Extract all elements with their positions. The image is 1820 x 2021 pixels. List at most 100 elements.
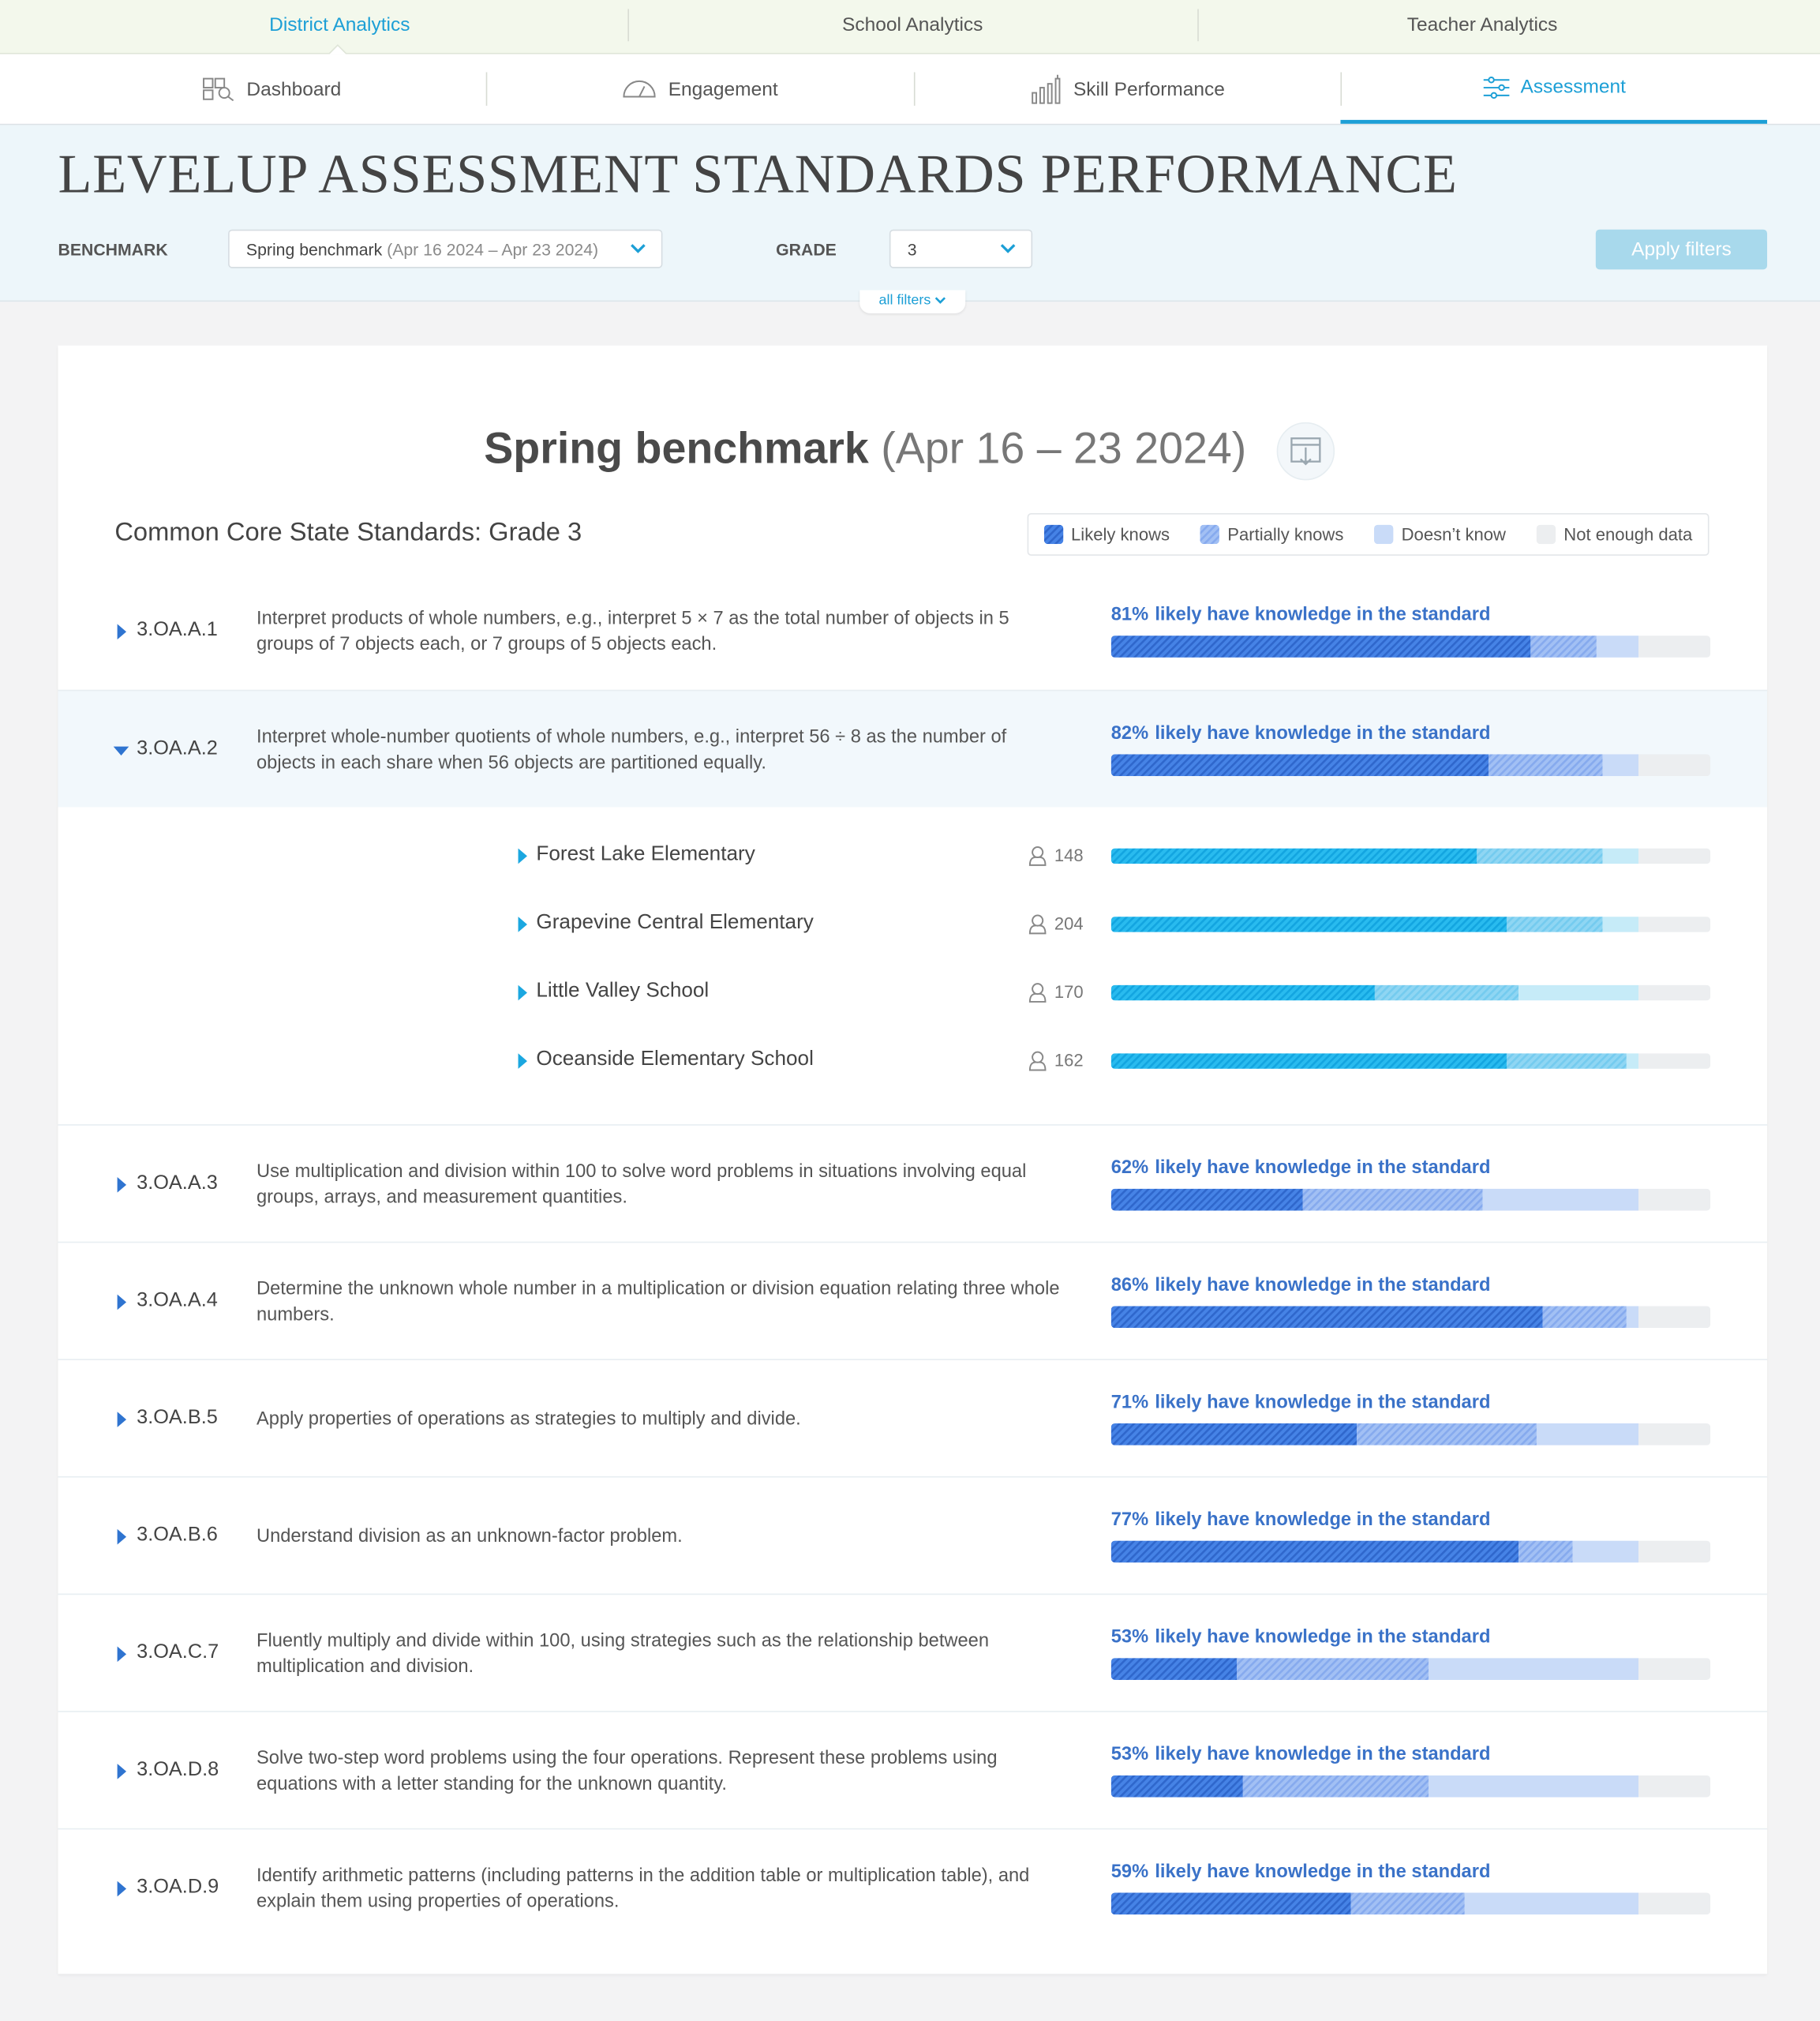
standard-row[interactable]: 3.OA.D.9 Identify arithmetic patterns (in… xyxy=(58,1828,1768,1946)
student-count: 170 xyxy=(1054,982,1084,1002)
nav-tab[interactable]: Dashboard xyxy=(58,54,485,124)
standard-row[interactable]: 3.OA.A.3 Use multiplication and division … xyxy=(58,1124,1768,1242)
expand-arrow[interactable] xyxy=(114,1412,129,1427)
bar-segment xyxy=(1110,1540,1519,1563)
nav-tab[interactable]: Skill Performance xyxy=(914,54,1341,124)
school-name: Little Valley School xyxy=(536,980,710,1002)
all-filters-toggle[interactable]: all filters xyxy=(859,290,966,313)
bar-segment xyxy=(1638,1423,1711,1445)
school-row[interactable]: Forest Lake Elementary 148 xyxy=(58,823,1767,891)
bar-segment xyxy=(1350,1892,1465,1915)
standard-row[interactable]: 3.OA.C.7 Fluently multiply and divide wit… xyxy=(58,1593,1768,1712)
expand-arrow[interactable] xyxy=(114,1764,129,1779)
bar-segment xyxy=(1110,636,1531,658)
nav-tab[interactable]: Teacher Analytics xyxy=(1406,13,1558,36)
legend-item: Partially knows xyxy=(1200,524,1344,545)
icon xyxy=(203,77,234,102)
report-title: Spring benchmark (Apr 16 – 23 2024) xyxy=(0,422,1820,481)
description-text: Apply properties of operations as strate… xyxy=(256,1408,801,1430)
percent: 71% xyxy=(1110,1392,1149,1413)
legend-swatch xyxy=(1374,524,1394,545)
bar-segment xyxy=(1542,1306,1627,1329)
school-row[interactable]: Little Valley School 170 xyxy=(58,959,1767,1028)
arrow xyxy=(117,1646,127,1663)
standard-description: Understand division as an unknown-factor… xyxy=(257,1478,1069,1595)
standard-description: Interpret whole-number quotients of whol… xyxy=(257,691,1069,808)
standard-row[interactable]: 3.OA.A.1 Interpret products of whole numb… xyxy=(58,572,1767,690)
standard-code: 3.OA.D.8 xyxy=(137,1758,219,1781)
bar-group xyxy=(1110,754,1711,777)
arrow xyxy=(117,1528,127,1545)
arrow xyxy=(518,848,527,864)
nav-tab[interactable]: District Analytics xyxy=(269,13,410,36)
arrow xyxy=(117,1764,127,1779)
knowledge-label: 59% likely have knowledge in the standard xyxy=(1111,1862,1491,1882)
grade-select[interactable]: 3 xyxy=(889,229,1033,268)
expand-arrow[interactable] xyxy=(515,917,530,932)
bar-segment xyxy=(1638,1775,1711,1798)
stacked-bar xyxy=(1110,754,1711,777)
separator xyxy=(485,72,488,106)
legend-label: Likely knows xyxy=(1071,524,1170,545)
benchmark-select[interactable]: Spring benchmark (Apr 16 2024 – Apr 23 2… xyxy=(228,229,663,268)
knowledge-label: 53% likely have knowledge in the standard xyxy=(1111,1745,1491,1765)
nav-tab[interactable]: School Analytics xyxy=(842,13,983,36)
knowledge-text: likely have knowledge in the standard xyxy=(1155,1275,1491,1296)
knowledge-label: 81% likely have knowledge in the standard xyxy=(1111,605,1491,625)
expand-arrow[interactable] xyxy=(114,1177,129,1193)
standard-code: 3.OA.A.1 xyxy=(137,618,218,641)
expand-arrow[interactable] xyxy=(114,1646,129,1663)
standard-row[interactable]: 3.OA.B.5 Apply properties of operations a… xyxy=(58,1359,1768,1476)
percent: 77% xyxy=(1110,1509,1149,1531)
bar-segment xyxy=(1519,1540,1573,1563)
expand-arrow[interactable] xyxy=(113,743,129,759)
nav-label: Assessment xyxy=(1520,76,1626,99)
bar-segment xyxy=(1638,917,1711,932)
student-count: 162 xyxy=(1054,1051,1084,1070)
percent: 62% xyxy=(1110,1157,1149,1179)
bar-group xyxy=(1110,1892,1711,1915)
bar-segment xyxy=(1110,1658,1238,1680)
nav-tab[interactable]: Engagement xyxy=(486,54,914,124)
description-text: Fluently multiply and divide within 100,… xyxy=(256,1630,990,1677)
legend-item: Doesn’t know xyxy=(1374,524,1506,545)
expand-arrow[interactable] xyxy=(114,1294,129,1310)
nav-tab[interactable]: Assessment xyxy=(1340,54,1768,124)
arrow xyxy=(518,984,527,1001)
description-text: Interpret products of whole numbers, e.g… xyxy=(256,608,1009,654)
expand-arrow[interactable] xyxy=(114,624,129,640)
expand-arrow[interactable] xyxy=(515,848,530,864)
report-dates: (Apr 16 – 23 2024) xyxy=(881,424,1247,474)
legend: Likely knows Partially knows Doesn’t know N… xyxy=(1027,512,1710,556)
bar-segment xyxy=(1638,636,1711,658)
standard-row[interactable]: 3.OA.A.2 Interpret whole-number quotients… xyxy=(58,689,1768,808)
school-row[interactable]: Oceanside Elementary School 162 xyxy=(58,1028,1767,1097)
standards-title: Common Core State Standards: Grade 3 xyxy=(114,518,582,547)
knowledge-label: 77% likely have knowledge in the standard xyxy=(1111,1509,1491,1530)
separator xyxy=(1340,72,1343,106)
expand-arrow[interactable] xyxy=(515,1053,530,1069)
standard-code: 3.OA.B.5 xyxy=(137,1406,218,1429)
filter-label: GRADE xyxy=(776,239,837,260)
legend-item: Not enough data xyxy=(1536,524,1692,545)
apply-button[interactable]: Apply filters xyxy=(1595,229,1768,270)
bar-segment xyxy=(1638,1188,1711,1211)
separator xyxy=(913,72,916,106)
expand-arrow[interactable] xyxy=(114,1528,129,1545)
standard-row[interactable]: 3.OA.D.8 Solve two-step word problems usi… xyxy=(58,1711,1768,1828)
standard-code: 3.OA.B.6 xyxy=(137,1524,218,1547)
school-row[interactable]: Grapevine Central Elementary 204 xyxy=(58,891,1767,959)
student-count: 148 xyxy=(1054,846,1084,865)
bar-segment xyxy=(1110,1892,1351,1915)
bar-segment xyxy=(1530,636,1597,658)
icon xyxy=(1028,914,1047,935)
standard-code: 3.OA.A.3 xyxy=(137,1172,218,1194)
legend-label: Partially knows xyxy=(1227,524,1344,545)
download-button[interactable] xyxy=(1277,422,1336,481)
standard-row[interactable]: 3.OA.A.4 Determine the unknown whole numb… xyxy=(58,1241,1768,1359)
standard-row[interactable]: 3.OA.B.6 Understand division as an unknow… xyxy=(58,1475,1768,1595)
bar-group xyxy=(1110,1775,1711,1798)
expand-arrow[interactable] xyxy=(114,1880,129,1897)
expand-arrow[interactable] xyxy=(515,984,530,1001)
